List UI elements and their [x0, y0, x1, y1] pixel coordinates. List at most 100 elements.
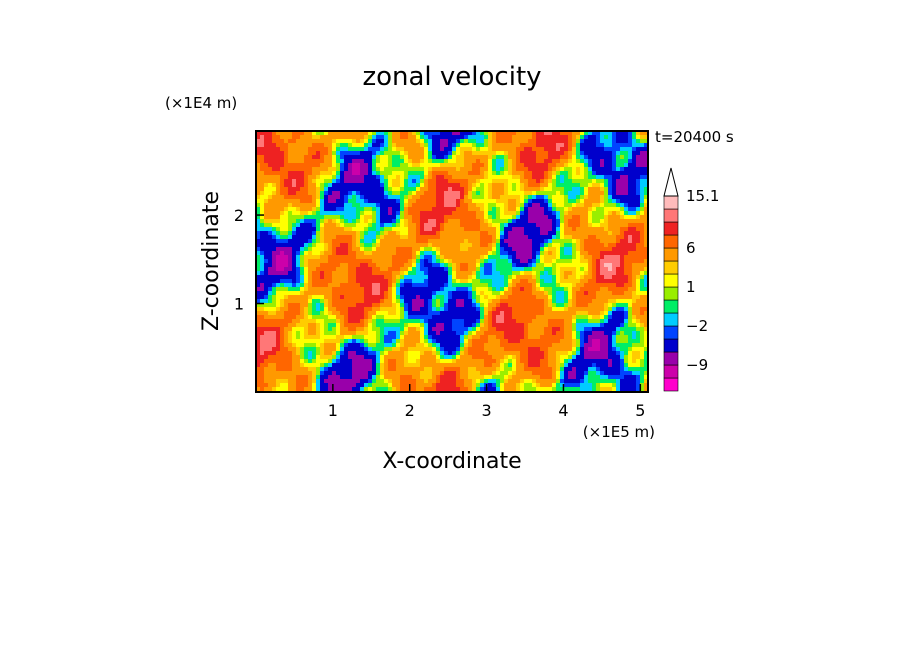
field-cell: [420, 139, 424, 143]
field-cell: [404, 287, 408, 291]
field-cell: [588, 323, 592, 327]
field-cell: [496, 287, 500, 291]
field-cell: [460, 307, 464, 311]
field-cell: [640, 235, 644, 239]
field-cell: [436, 191, 440, 195]
field-cell: [268, 239, 272, 243]
field-cell: [516, 323, 520, 327]
field-cell: [628, 139, 632, 143]
field-cell: [384, 195, 388, 199]
field-cell: [348, 223, 352, 227]
field-cell: [424, 331, 428, 335]
field-cell: [544, 135, 548, 139]
field-cell: [540, 159, 544, 163]
field-cell: [276, 243, 280, 247]
field-cell: [476, 163, 480, 167]
field-cell: [516, 319, 520, 323]
field-cell: [408, 263, 412, 267]
field-cell: [360, 231, 364, 235]
field-cell: [392, 219, 396, 223]
field-cell: [504, 167, 508, 171]
field-cell: [616, 287, 620, 291]
field-cell: [628, 267, 632, 271]
field-cell: [452, 167, 456, 171]
field-cell: [332, 179, 336, 183]
field-cell: [440, 227, 444, 231]
field-cell: [528, 303, 532, 307]
field-cell: [368, 303, 372, 307]
field-cell: [396, 135, 400, 139]
field-cell: [476, 267, 480, 271]
field-cell: [424, 259, 428, 263]
field-cell: [620, 303, 624, 307]
field-cell: [500, 139, 504, 143]
field-cell: [476, 303, 480, 307]
field-cell: [428, 167, 432, 171]
field-cell: [640, 307, 644, 311]
field-cell: [548, 279, 552, 283]
field-cell: [500, 171, 504, 175]
field-cell: [632, 263, 636, 267]
field-cell: [464, 311, 468, 315]
field-cell: [564, 151, 568, 155]
field-cell: [428, 147, 432, 151]
field-cell: [636, 187, 640, 191]
field-cell: [504, 147, 508, 151]
field-cell: [604, 311, 608, 315]
field-cell: [624, 295, 628, 299]
field-cell: [628, 311, 632, 315]
field-cell: [468, 167, 472, 171]
field-cell: [284, 139, 288, 143]
field-cell: [360, 303, 364, 307]
field-cell: [448, 207, 452, 211]
field-cell: [392, 175, 396, 179]
field-cell: [356, 323, 360, 327]
field-cell: [464, 307, 468, 311]
field-cell: [364, 231, 368, 235]
field-cell: [384, 255, 388, 259]
field-cell: [324, 287, 328, 291]
field-cell: [268, 191, 272, 195]
field-cell: [400, 131, 404, 135]
field-cell: [580, 151, 584, 155]
field-cell: [584, 251, 588, 255]
field-cell: [328, 211, 332, 215]
field-cell: [344, 215, 348, 219]
field-cell: [448, 227, 452, 231]
field-cell: [436, 195, 440, 199]
field-cell: [352, 287, 356, 291]
field-cell: [428, 171, 432, 175]
field-cell: [340, 195, 344, 199]
field-cell: [316, 179, 320, 183]
field-cell: [400, 323, 404, 327]
field-cell: [452, 215, 456, 219]
field-cell: [448, 167, 452, 171]
field-cell: [624, 215, 628, 219]
field-cell: [588, 155, 592, 159]
field-cell: [488, 311, 492, 315]
field-cell: [620, 159, 624, 163]
field-cell: [268, 315, 272, 319]
field-cell: [352, 291, 356, 295]
field-cell: [584, 247, 588, 251]
field-cell: [432, 311, 436, 315]
field-cell: [444, 247, 448, 251]
field-cell: [480, 159, 484, 163]
field-cell: [432, 163, 436, 167]
field-cell: [632, 247, 636, 251]
field-cell: [496, 139, 500, 143]
field-cell: [320, 243, 324, 247]
field-cell: [324, 263, 328, 267]
field-cell: [416, 163, 420, 167]
field-cell: [428, 183, 432, 187]
field-cell: [452, 271, 456, 275]
field-cell: [380, 255, 384, 259]
field-cell: [356, 271, 360, 275]
field-cell: [476, 143, 480, 147]
field-cell: [540, 255, 544, 259]
field-cell: [296, 159, 300, 163]
field-cell: [540, 295, 544, 299]
field-cell: [516, 331, 520, 335]
field-cell: [484, 135, 488, 139]
field-cell: [572, 275, 576, 279]
